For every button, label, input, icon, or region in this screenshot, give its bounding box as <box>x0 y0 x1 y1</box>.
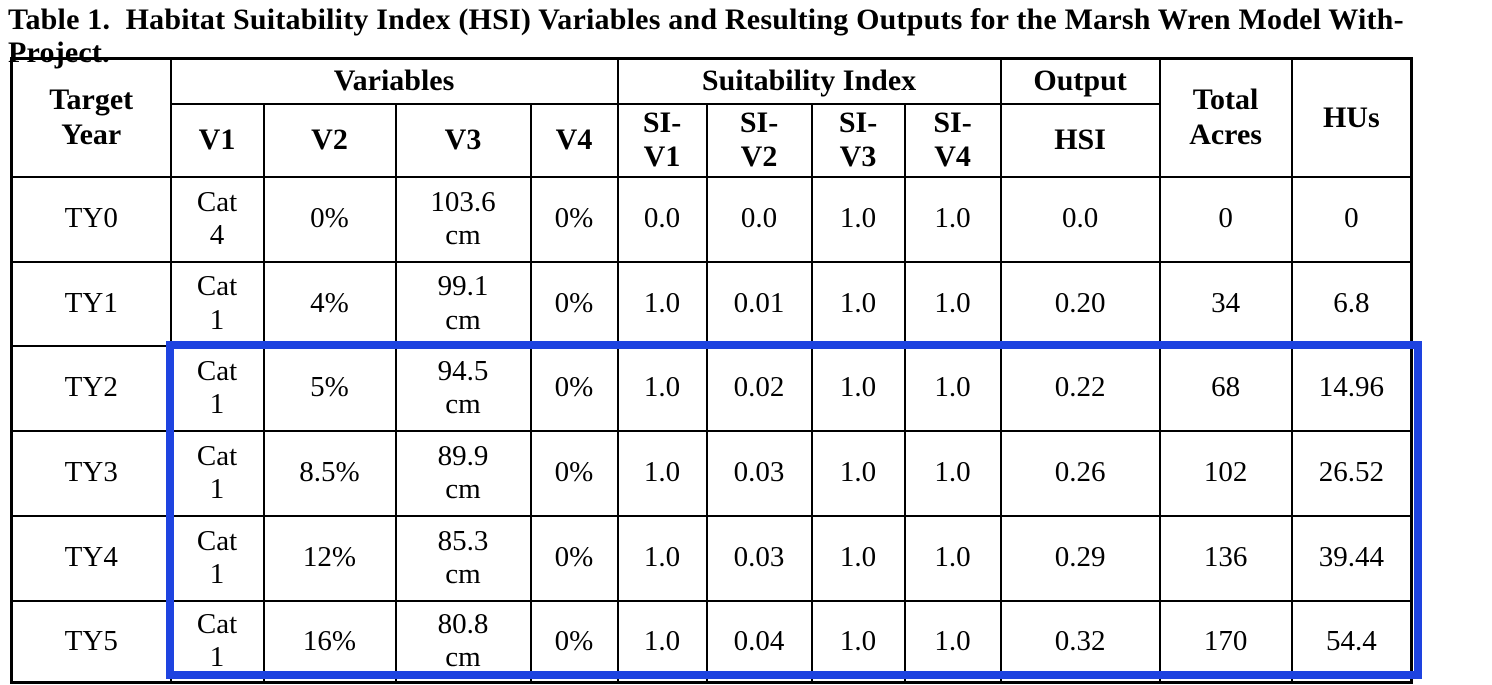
table-cell: 80.8 cm <box>394 599 532 684</box>
table-cell: 0.02 <box>705 344 813 432</box>
table-cell: 1.0 <box>903 599 1002 684</box>
header-row-columns: V1 V2 V3 V4 SI- V1 SI- V2 SI- V3 SI- V4 … <box>12 102 1412 178</box>
table-cell: 12% <box>262 514 397 602</box>
table-cell: 99.1 cm <box>394 260 532 347</box>
table-cell: 1.0 <box>616 599 708 684</box>
table-cell: 103.6 cm <box>394 175 532 263</box>
column-header-v1: V1 <box>169 102 265 178</box>
table-cell: 1.0 <box>810 175 906 263</box>
table-cell: Cat 1 <box>169 514 265 602</box>
table-cell: 1.0 <box>616 429 708 517</box>
column-header-si-v2: SI- V2 <box>705 102 813 178</box>
table-cell: 5% <box>262 344 397 432</box>
table-cell: 1.0 <box>810 429 906 517</box>
table-cell: 0.03 <box>705 514 813 602</box>
table-cell: 0% <box>262 175 397 263</box>
table-cell: TY5 <box>10 599 172 684</box>
table-cell: 0% <box>529 514 619 602</box>
table-cell: 1.0 <box>616 514 708 602</box>
column-header-si-v3: SI- V3 <box>810 102 906 178</box>
column-header-v3: V3 <box>394 102 532 178</box>
table-cell: 1.0 <box>616 260 708 347</box>
table-cell: 8.5% <box>262 429 397 517</box>
table-cell: 34 <box>1158 260 1293 347</box>
table-cell: 0.0 <box>616 175 708 263</box>
table-row-ty4: TY4 Cat 1 12% 85.3 cm 0% 1.0 0.03 1.0 1.… <box>10 514 1413 602</box>
table-cell: 0.0 <box>705 175 813 263</box>
table-cell: Cat 1 <box>169 429 265 517</box>
table-cell: 1.0 <box>810 344 906 432</box>
table-cell: 1.0 <box>903 175 1002 263</box>
table-cell: TY0 <box>10 175 172 263</box>
column-header-v2: V2 <box>262 102 397 178</box>
table-cell: 0% <box>529 260 619 347</box>
column-header-si-v4: SI- V4 <box>903 102 1002 178</box>
table-cell: 0% <box>529 344 619 432</box>
table-cell: 1.0 <box>810 514 906 602</box>
table-cell: 0.26 <box>999 429 1161 517</box>
table-cell: 0.22 <box>999 344 1161 432</box>
column-header-hus: HUs <box>1290 57 1413 178</box>
table-cell: 0 <box>1158 175 1293 263</box>
table-cell: 0.01 <box>705 260 813 347</box>
column-header-target-year: Target Year <box>10 57 172 178</box>
column-header-total-acres: Total Acres <box>1158 57 1293 178</box>
table-cell: 6.8 <box>1290 260 1413 347</box>
table-cell: 0.20 <box>999 260 1161 347</box>
table-cell: 0.29 <box>999 514 1161 602</box>
table-cell: 85.3 cm <box>394 514 532 602</box>
table-cell: TY4 <box>10 514 172 602</box>
table-cell: Cat 4 <box>169 175 265 263</box>
table-cell: 0 <box>1290 175 1413 263</box>
column-header-si-v1: SI- V1 <box>616 102 708 178</box>
table-cell: 0.04 <box>705 599 813 684</box>
group-header-suitability-index: Suitability Index <box>616 57 1002 105</box>
table-cell: 16% <box>262 599 397 684</box>
table-cell: 136 <box>1158 514 1293 602</box>
table-row-ty0: TY0 Cat 4 0% 103.6 cm 0% 0.0 0.0 1.0 1.0… <box>10 175 1413 263</box>
table-cell: 68 <box>1158 344 1293 432</box>
table-cell: 1.0 <box>903 344 1002 432</box>
table-cell: 1.0 <box>810 599 906 684</box>
table-cell: TY2 <box>10 344 172 432</box>
group-header-variables: Variables <box>169 57 619 105</box>
table-cell: 39.44 <box>1290 514 1413 602</box>
table-cell: 0% <box>529 429 619 517</box>
table-cell: 0.0 <box>999 175 1161 263</box>
table-cell: 89.9 cm <box>394 429 532 517</box>
table-cell: 102 <box>1158 429 1293 517</box>
table-cell: 26.52 <box>1290 429 1413 517</box>
table-title: Table 1. Habitat Suitability Index (HSI)… <box>8 3 1404 69</box>
table-cell: 94.5 cm <box>394 344 532 432</box>
table-cell: 1.0 <box>903 514 1002 602</box>
table-cell: 0% <box>529 175 619 263</box>
table-cell: 170 <box>1158 599 1293 684</box>
table-cell: 1.0 <box>903 260 1002 347</box>
table-cell: TY1 <box>10 260 172 347</box>
table-cell: 1.0 <box>810 260 906 347</box>
table-row-ty2: TY2 Cat 1 5% 94.5 cm 0% 1.0 0.02 1.0 1.0… <box>10 344 1413 432</box>
column-header-hsi: HSI <box>999 102 1161 178</box>
table-cell: 4% <box>262 260 397 347</box>
table-row-ty3: TY3 Cat 1 8.5% 89.9 cm 0% 1.0 0.03 1.0 1… <box>10 429 1413 517</box>
header-row-groups: Target Year Variables Suitability Index … <box>10 57 1413 178</box>
table-cell: 0% <box>529 599 619 684</box>
hsi-table: Target Year Variables Suitability Index … <box>10 57 1414 684</box>
table-row-ty5: TY5 Cat 1 16% 80.8 cm 0% 1.0 0.04 1.0 1.… <box>10 599 1413 684</box>
table-row-ty1: TY1 Cat 1 4% 99.1 cm 0% 1.0 0.01 1.0 1.0… <box>10 260 1413 347</box>
group-header-output: Output <box>999 57 1161 105</box>
table-cell: 0.32 <box>999 599 1161 684</box>
table-cell: Cat 1 <box>169 599 265 684</box>
table-cell: 54.4 <box>1290 599 1413 684</box>
table-cell: TY3 <box>10 429 172 517</box>
table-cell: 1.0 <box>903 429 1002 517</box>
column-header-v4: V4 <box>529 102 619 178</box>
table-cell: 14.96 <box>1290 344 1413 432</box>
table-cell: 0.03 <box>705 429 813 517</box>
table-cell: Cat 1 <box>169 344 265 432</box>
table-cell: Cat 1 <box>169 260 265 347</box>
table-cell: 1.0 <box>616 344 708 432</box>
